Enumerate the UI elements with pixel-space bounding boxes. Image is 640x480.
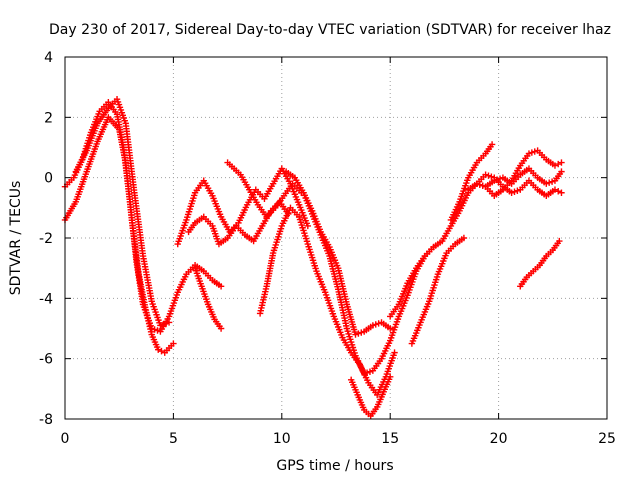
data-point (460, 234, 468, 242)
data-point (369, 322, 377, 329)
series-trace-12 (387, 165, 565, 320)
data-point (551, 186, 559, 193)
series-trace-11 (347, 373, 394, 420)
data-point-fill (514, 187, 521, 194)
data-point (155, 346, 162, 353)
series-trace-2 (61, 114, 177, 356)
data-points (61, 96, 565, 420)
y-tick-label: -6 (39, 352, 53, 368)
data-point (482, 171, 489, 178)
data-point (352, 331, 359, 338)
series-trace-10 (300, 189, 394, 338)
data-point-fill (355, 330, 362, 337)
x-tick-label: 5 (169, 431, 178, 447)
data-point (157, 322, 164, 329)
series-trace-3 (72, 96, 173, 329)
y-tick-label: 0 (44, 171, 53, 187)
data-point-fill (363, 369, 371, 376)
y-tick-label: 4 (44, 50, 53, 66)
data-point-fill (162, 320, 170, 327)
data-point-fill (485, 172, 492, 179)
series-trace-6 (191, 264, 225, 332)
data-point-fill (158, 347, 165, 355)
data-point-fill (488, 173, 495, 180)
x-tick-label: 20 (490, 431, 508, 447)
series-trace-9 (282, 168, 437, 377)
data-point-fill (160, 321, 167, 328)
y-tick-label: 2 (44, 110, 53, 126)
series-trace-16 (473, 171, 565, 199)
data-point (360, 370, 368, 377)
data-point (387, 373, 394, 380)
data-point (551, 162, 559, 169)
data-point (558, 189, 565, 196)
data-point-fill (476, 181, 484, 188)
data-point (558, 168, 565, 175)
series-trace-14 (447, 141, 496, 224)
data-point (387, 325, 394, 332)
data-point (556, 237, 563, 245)
data-point-fill (548, 178, 556, 185)
y-tick-label: -8 (39, 412, 53, 428)
data-point-fill (555, 188, 562, 195)
data-point (488, 141, 496, 148)
data-point-fill (511, 188, 518, 195)
series-trace-7 (224, 159, 305, 221)
y-tick-label: -4 (39, 291, 53, 307)
data-point-fill (555, 160, 562, 168)
data-point (543, 180, 550, 187)
data-point (304, 222, 312, 230)
x-tick-label: 10 (273, 431, 291, 447)
series-trace-17 (517, 237, 563, 290)
x-axis-label: GPS time / hours (276, 458, 393, 474)
y-axis-label: SDTVAR / TECUs (8, 181, 24, 296)
data-point (165, 319, 173, 326)
series-trace-8 (256, 204, 398, 399)
data-point-fill (479, 182, 486, 189)
data-point (525, 150, 533, 157)
y-tick-label: -2 (39, 231, 53, 247)
data-point (217, 325, 225, 332)
data-point-fill (154, 327, 161, 334)
data-point-fill (366, 368, 374, 375)
grid-lines (65, 57, 607, 419)
x-tick-label: 25 (598, 431, 616, 447)
data-point (508, 189, 515, 196)
data-point-fill (545, 179, 553, 186)
chart-title: Day 230 of 2017, Sidereal Day-to-day VTE… (49, 22, 611, 38)
data-point (558, 159, 565, 166)
x-tick-label: 0 (61, 431, 70, 447)
series-trace-4 (174, 165, 312, 248)
data-point-fill (358, 329, 365, 336)
data-point (391, 349, 398, 356)
plot-frame (64, 56, 608, 420)
data-point (170, 340, 177, 347)
series-trace-13 (408, 234, 468, 347)
data-point-fill (528, 149, 536, 156)
data-point-fill (531, 148, 538, 155)
x-tick-label: 15 (381, 431, 399, 447)
data-point-fill (372, 321, 379, 328)
data-point (217, 283, 225, 290)
